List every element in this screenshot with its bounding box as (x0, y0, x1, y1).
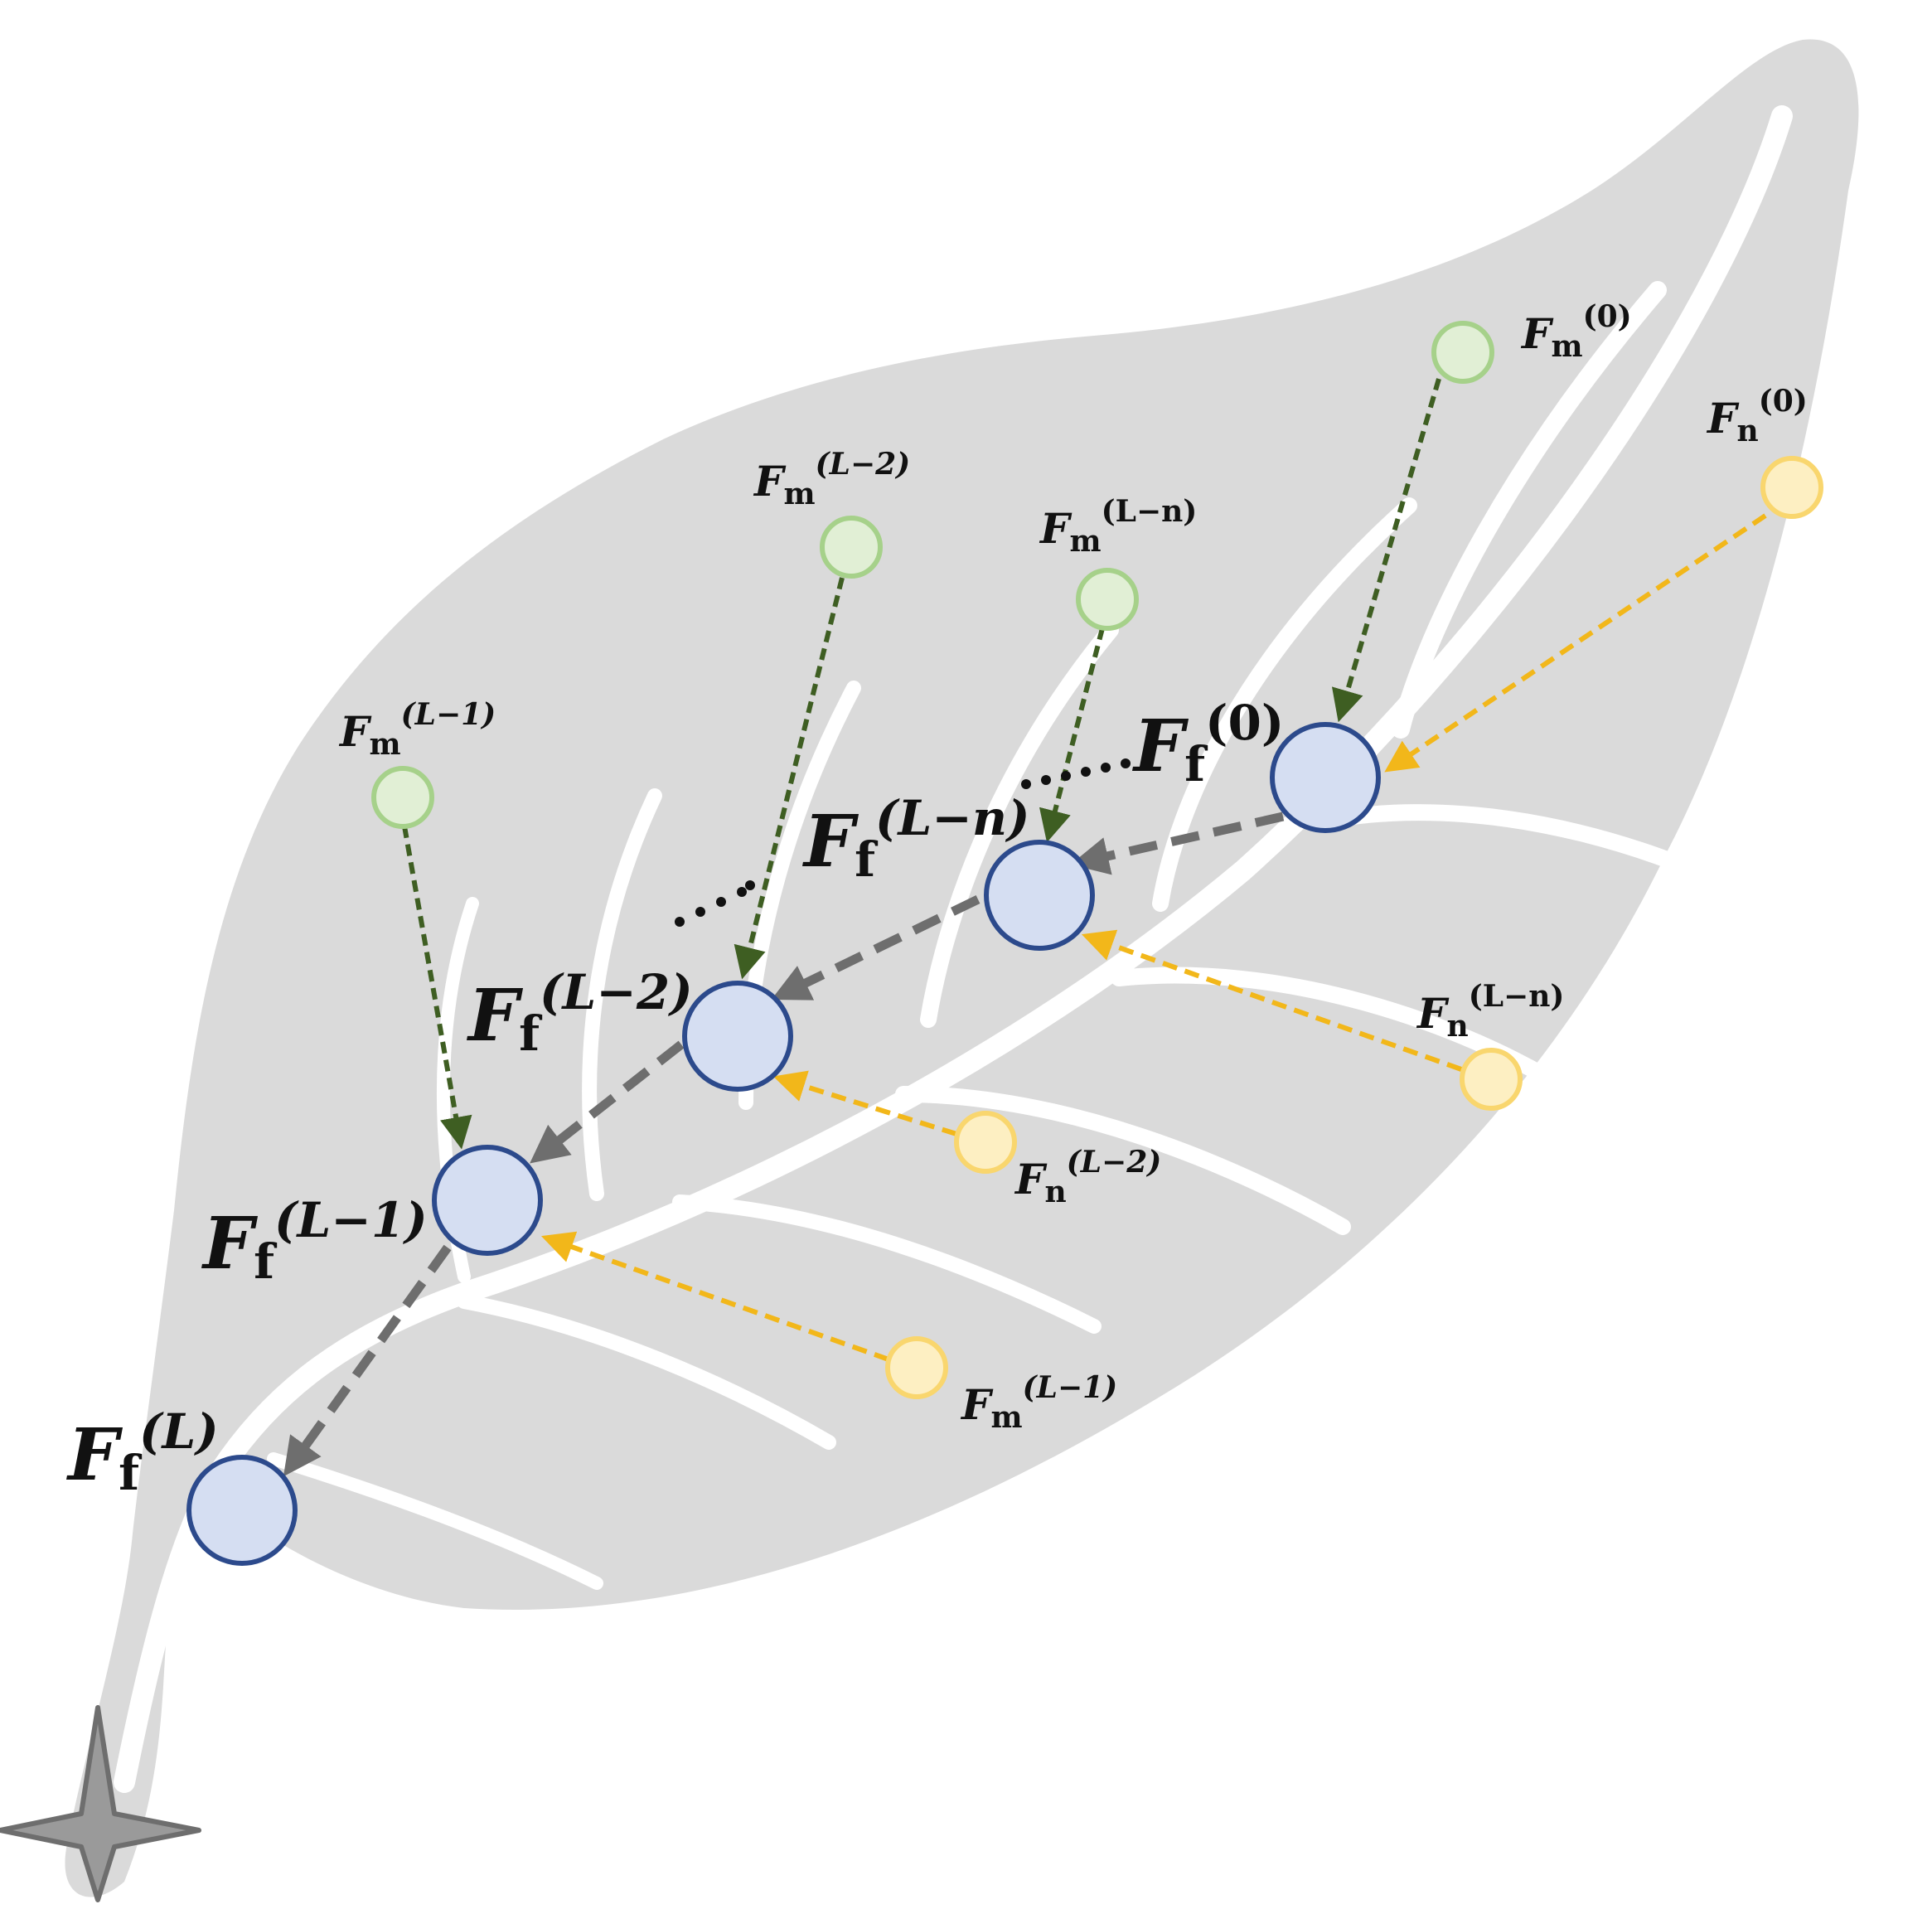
arrow-fmL1 (402, 826, 472, 1150)
arrow-ffLn-to-ffL2 (771, 895, 981, 1001)
node-fmL2 (820, 516, 883, 579)
label-fmL1-lower: Fm(L−1) (960, 1370, 1117, 1435)
arrow-fmL2 (734, 577, 845, 980)
arrow-fnLn (1081, 929, 1463, 1072)
node-ffLn (984, 840, 1095, 951)
label-ffL1: Ff(L−1) (201, 1192, 428, 1290)
n-nodes (885, 456, 1823, 1399)
node-fm0 (1431, 321, 1494, 384)
label-fnLn: Fn(L−n) (1416, 979, 1564, 1044)
m-nodes (371, 321, 1494, 829)
node-fmLn (1076, 568, 1139, 631)
node-ff0 (1270, 722, 1381, 833)
arrow-fnL2 (772, 1070, 957, 1136)
node-ffL1 (432, 1145, 543, 1256)
arrow-ffL2-to-ffL1 (530, 1040, 685, 1164)
arrow-fmL1-lower (540, 1231, 890, 1362)
n-feature-arrows (540, 513, 1767, 1362)
arrow-ff0-to-ffLn (1070, 812, 1285, 875)
arrow-ffL1-to-ffL (283, 1244, 452, 1477)
label-ffLn: Ff(L−n) (801, 790, 1029, 888)
node-fnLn (1460, 1048, 1523, 1111)
label-fmL2: Fm(L−2) (753, 447, 910, 511)
node-fmL1-lower (885, 1336, 948, 1399)
label-fmLn: Fm(L−n) (1039, 494, 1197, 559)
label-ffL: Ff(L) (65, 1403, 219, 1501)
label-fmL1: Fm(L−1) (338, 697, 496, 762)
label-ffL2: Ff(L−2) (466, 964, 693, 1062)
node-ffL (186, 1455, 298, 1566)
node-ffL2 (682, 981, 793, 1092)
arrow-fn0 (1384, 513, 1767, 773)
node-fn0 (1760, 456, 1823, 519)
label-fnL2: Fn(L−2) (1014, 1145, 1161, 1209)
fused-feature-arrows (283, 812, 1285, 1477)
ellipsis-markers (675, 758, 1131, 927)
arrow-fm0 (1331, 378, 1441, 723)
label-fn0: Fn(0) (1706, 384, 1808, 448)
node-fnL2 (954, 1111, 1017, 1174)
four-point-star-icon (0, 1705, 201, 1902)
label-fm0: Fm(0) (1520, 299, 1632, 364)
node-fmL1 (371, 766, 434, 829)
m-feature-arrows (402, 378, 1441, 1150)
fused-nodes (186, 722, 1381, 1566)
label-ff0: Ff(0) (1131, 695, 1284, 792)
